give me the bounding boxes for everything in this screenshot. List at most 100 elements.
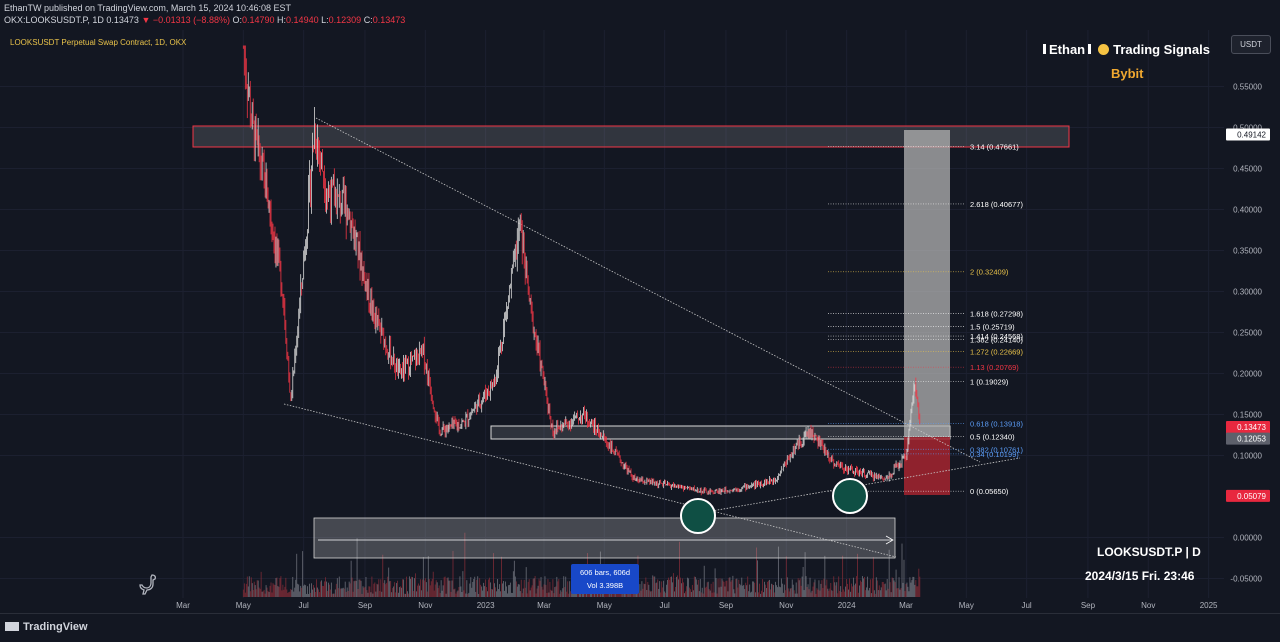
volume-bar xyxy=(419,579,421,597)
volume-bar xyxy=(311,583,312,597)
volume-bar xyxy=(390,580,392,597)
volume-bar xyxy=(354,580,356,597)
fib-label: 1.382 (0.24140) xyxy=(970,336,1023,345)
brand-name: Ethan xyxy=(1049,42,1086,57)
volume-bar xyxy=(867,590,869,597)
volume-bar xyxy=(384,580,386,597)
volume-bar xyxy=(437,588,439,597)
volume-bar xyxy=(679,541,680,597)
volume-bar xyxy=(335,583,337,597)
price-tick-label: 0.45000 xyxy=(1233,165,1262,174)
volume-bar xyxy=(763,592,764,597)
volume-bar xyxy=(479,578,481,597)
volume-bar xyxy=(367,592,369,597)
volume-bar xyxy=(522,588,524,597)
volume-bar xyxy=(519,591,521,597)
volume-bar xyxy=(439,593,441,597)
volume-bar xyxy=(676,576,677,597)
volume-bar xyxy=(755,592,757,597)
volume-bar xyxy=(324,581,325,597)
volume-bar xyxy=(397,580,399,597)
volume-bar xyxy=(653,576,655,597)
volume-bar xyxy=(735,578,737,597)
volume-bar xyxy=(266,587,268,597)
volume-bar xyxy=(745,582,747,597)
volume-bar xyxy=(671,576,672,597)
volume-bar xyxy=(491,589,492,597)
volume-bar xyxy=(299,591,301,597)
volume-bar xyxy=(416,585,418,597)
volume-bar xyxy=(758,592,759,597)
volume-bar xyxy=(872,557,874,597)
volume-bar xyxy=(244,592,246,597)
volume-bar xyxy=(482,590,484,597)
volume-bar xyxy=(775,581,776,597)
volume-bar xyxy=(559,593,561,597)
volume-bar xyxy=(447,577,449,597)
volume-bar xyxy=(487,591,489,597)
volume-bar xyxy=(560,590,562,597)
volume-bar xyxy=(847,583,849,597)
volume-bar xyxy=(277,586,279,597)
volume-bar xyxy=(565,576,567,597)
volume-bar xyxy=(638,592,640,597)
volume-bar xyxy=(290,588,292,597)
volume-bar xyxy=(279,578,281,597)
volume-bar xyxy=(902,582,904,597)
volume-bar xyxy=(477,576,479,597)
volume-bar xyxy=(548,592,550,597)
fib-label: 1.618 (0.27298) xyxy=(970,310,1023,319)
currency-button[interactable]: USDT xyxy=(1231,35,1271,54)
volume-bar xyxy=(381,591,383,597)
volume-bar xyxy=(817,589,819,597)
volume-bar xyxy=(520,579,522,597)
volume-bar xyxy=(825,585,827,597)
volume-bar xyxy=(562,588,564,597)
volume-bar xyxy=(652,575,654,597)
volume-bar xyxy=(718,587,720,597)
volume-bar xyxy=(667,579,669,597)
symbol-label[interactable]: OKX:LOOKSUSDT.P, 1D xyxy=(4,15,104,25)
volume-bar xyxy=(493,553,494,597)
volume-bar xyxy=(497,578,498,597)
tradingview-logo[interactable]: TradingView xyxy=(5,621,88,633)
volume-bar xyxy=(393,586,395,597)
volume-bar xyxy=(379,590,381,597)
volume-bar xyxy=(819,590,821,597)
price-tick-label: 0.20000 xyxy=(1233,370,1262,379)
volume-bar xyxy=(750,592,752,597)
volume-bar xyxy=(472,581,474,597)
price-change: −0.01313 (−8.88%) xyxy=(152,15,230,25)
volume-bar xyxy=(550,589,552,597)
volume-bar xyxy=(296,553,298,597)
volume-bar xyxy=(513,560,515,597)
time-tick-label: May xyxy=(597,601,612,610)
open-label: O: xyxy=(232,15,242,25)
time-tick-label: Sep xyxy=(1081,601,1096,610)
volume-bar xyxy=(798,580,800,597)
volume-bar xyxy=(834,582,836,597)
volume-bar xyxy=(538,578,540,597)
volume-bar xyxy=(727,591,729,597)
volume-bar xyxy=(249,591,251,597)
volume-bar xyxy=(506,586,507,597)
volume-bar xyxy=(737,587,739,597)
volume-bar xyxy=(388,567,390,597)
volume-bar xyxy=(831,590,833,597)
volume-bar xyxy=(523,579,525,597)
volume-bar xyxy=(262,591,264,597)
volume-bar xyxy=(736,578,738,597)
volume-bar xyxy=(486,587,488,597)
volume-bar xyxy=(344,581,346,597)
volume-bar xyxy=(480,584,482,597)
volume-bar xyxy=(712,581,714,597)
volume-bar xyxy=(720,586,722,597)
volume-bar xyxy=(310,592,311,597)
volume-bar xyxy=(891,577,893,597)
volume-bar xyxy=(915,580,917,597)
time-tick-label: May xyxy=(959,601,974,610)
volume-bar xyxy=(854,585,855,597)
volume-bar xyxy=(525,567,527,597)
